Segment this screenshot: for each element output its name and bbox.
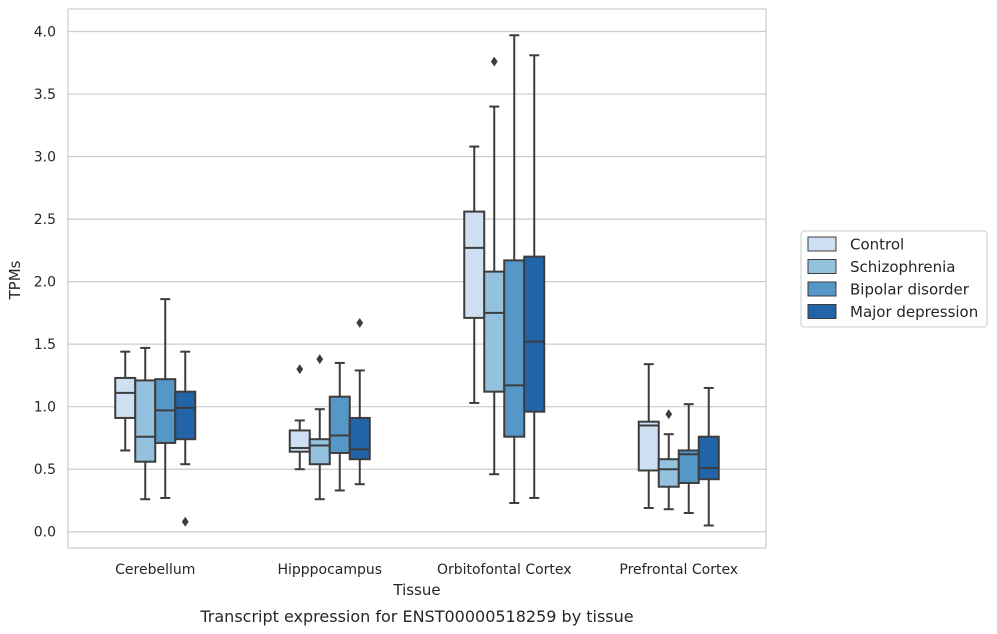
x-tick-label: Prefrontal Cortex — [619, 562, 738, 578]
box-major-depression — [523, 54, 546, 499]
box-schizophrenia — [483, 56, 506, 476]
box-iqr — [114, 376, 137, 419]
legend: Control Schizophrenia Bipolar disorder Majo… — [800, 230, 988, 328]
y-tick-label: 3.5 — [34, 87, 56, 103]
legend-swatch — [807, 259, 837, 274]
box-schizophrenia — [657, 409, 680, 511]
legend-label: Control — [850, 236, 904, 254]
box-schizophrenia — [308, 354, 331, 501]
box-iqr — [308, 438, 331, 466]
outlier-point — [181, 516, 189, 527]
box-iqr — [523, 255, 546, 413]
box-schizophrenia — [134, 346, 157, 501]
box-bipolar-disorder — [328, 361, 351, 492]
box-iqr — [134, 379, 157, 463]
box-major-depression — [697, 386, 720, 527]
box-iqr — [657, 458, 680, 488]
box-iqr — [637, 420, 660, 472]
y-tick-label: 1.0 — [34, 400, 56, 416]
box-iqr — [174, 390, 197, 441]
legend-items: Control Schizophrenia Bipolar disorder Majo… — [807, 236, 978, 321]
x-tick-label: Cerebellum — [115, 562, 195, 578]
y-tick-labels: 0.0 0.5 1.0 1.5 2.0 2.5 3.0 3.5 4.0 — [34, 25, 56, 541]
y-axis-label: TPMs — [6, 260, 24, 300]
box-iqr — [483, 270, 506, 393]
y-tick-label: 0.0 — [34, 525, 56, 541]
x-tick-label: Hipppocampus — [277, 562, 382, 578]
box-iqr — [697, 435, 720, 481]
box-bipolar-disorder — [677, 403, 700, 514]
y-tick-label: 2.0 — [34, 275, 56, 291]
box-iqr — [677, 449, 700, 484]
box-iqr — [328, 395, 351, 454]
outlier-point — [665, 409, 673, 420]
outlier-point — [356, 317, 364, 328]
legend-swatch — [807, 281, 837, 297]
box-iqr — [348, 416, 371, 461]
box-bipolar-disorder — [154, 298, 177, 499]
legend-label: Bipolar disorder — [850, 281, 970, 299]
x-tick-label: Orbitofontal Cortex — [437, 562, 572, 578]
y-tick-label: 1.5 — [34, 337, 56, 353]
grid-lines — [68, 30, 766, 533]
box-control — [463, 145, 486, 404]
legend-swatch — [807, 304, 837, 319]
legend-label: Schizophrenia — [850, 258, 955, 276]
box-iqr — [503, 259, 526, 438]
y-tick-label: 4.0 — [34, 25, 56, 41]
box-control — [288, 364, 311, 471]
outlier-point — [490, 56, 498, 67]
box-major-depression — [348, 317, 371, 486]
box-iqr — [463, 210, 486, 319]
box-groups — [114, 34, 720, 527]
y-tick-label: 3.0 — [34, 150, 56, 166]
outlier-point — [296, 364, 304, 375]
plot-area: 0.0 0.5 1.0 1.5 2.0 2.5 3.0 3.5 4.0 Cerebellum Hi… — [34, 8, 767, 578]
x-axis-label: Tissue — [392, 581, 440, 599]
box-control — [114, 350, 137, 452]
box-control — [637, 363, 660, 509]
outlier-point — [316, 354, 324, 365]
box-major-depression — [174, 350, 197, 527]
y-tick-label: 2.5 — [34, 212, 56, 228]
y-tick-label: 0.5 — [34, 462, 56, 478]
x-tick-labels: Cerebellum Hipppocampus Orbitofontal Corte… — [115, 562, 738, 578]
legend-frame — [800, 230, 988, 328]
chart-caption: Transcript expression for ENST0000051825… — [199, 607, 633, 626]
legend-label: Major depression — [850, 303, 978, 321]
legend-swatch — [807, 236, 837, 252]
